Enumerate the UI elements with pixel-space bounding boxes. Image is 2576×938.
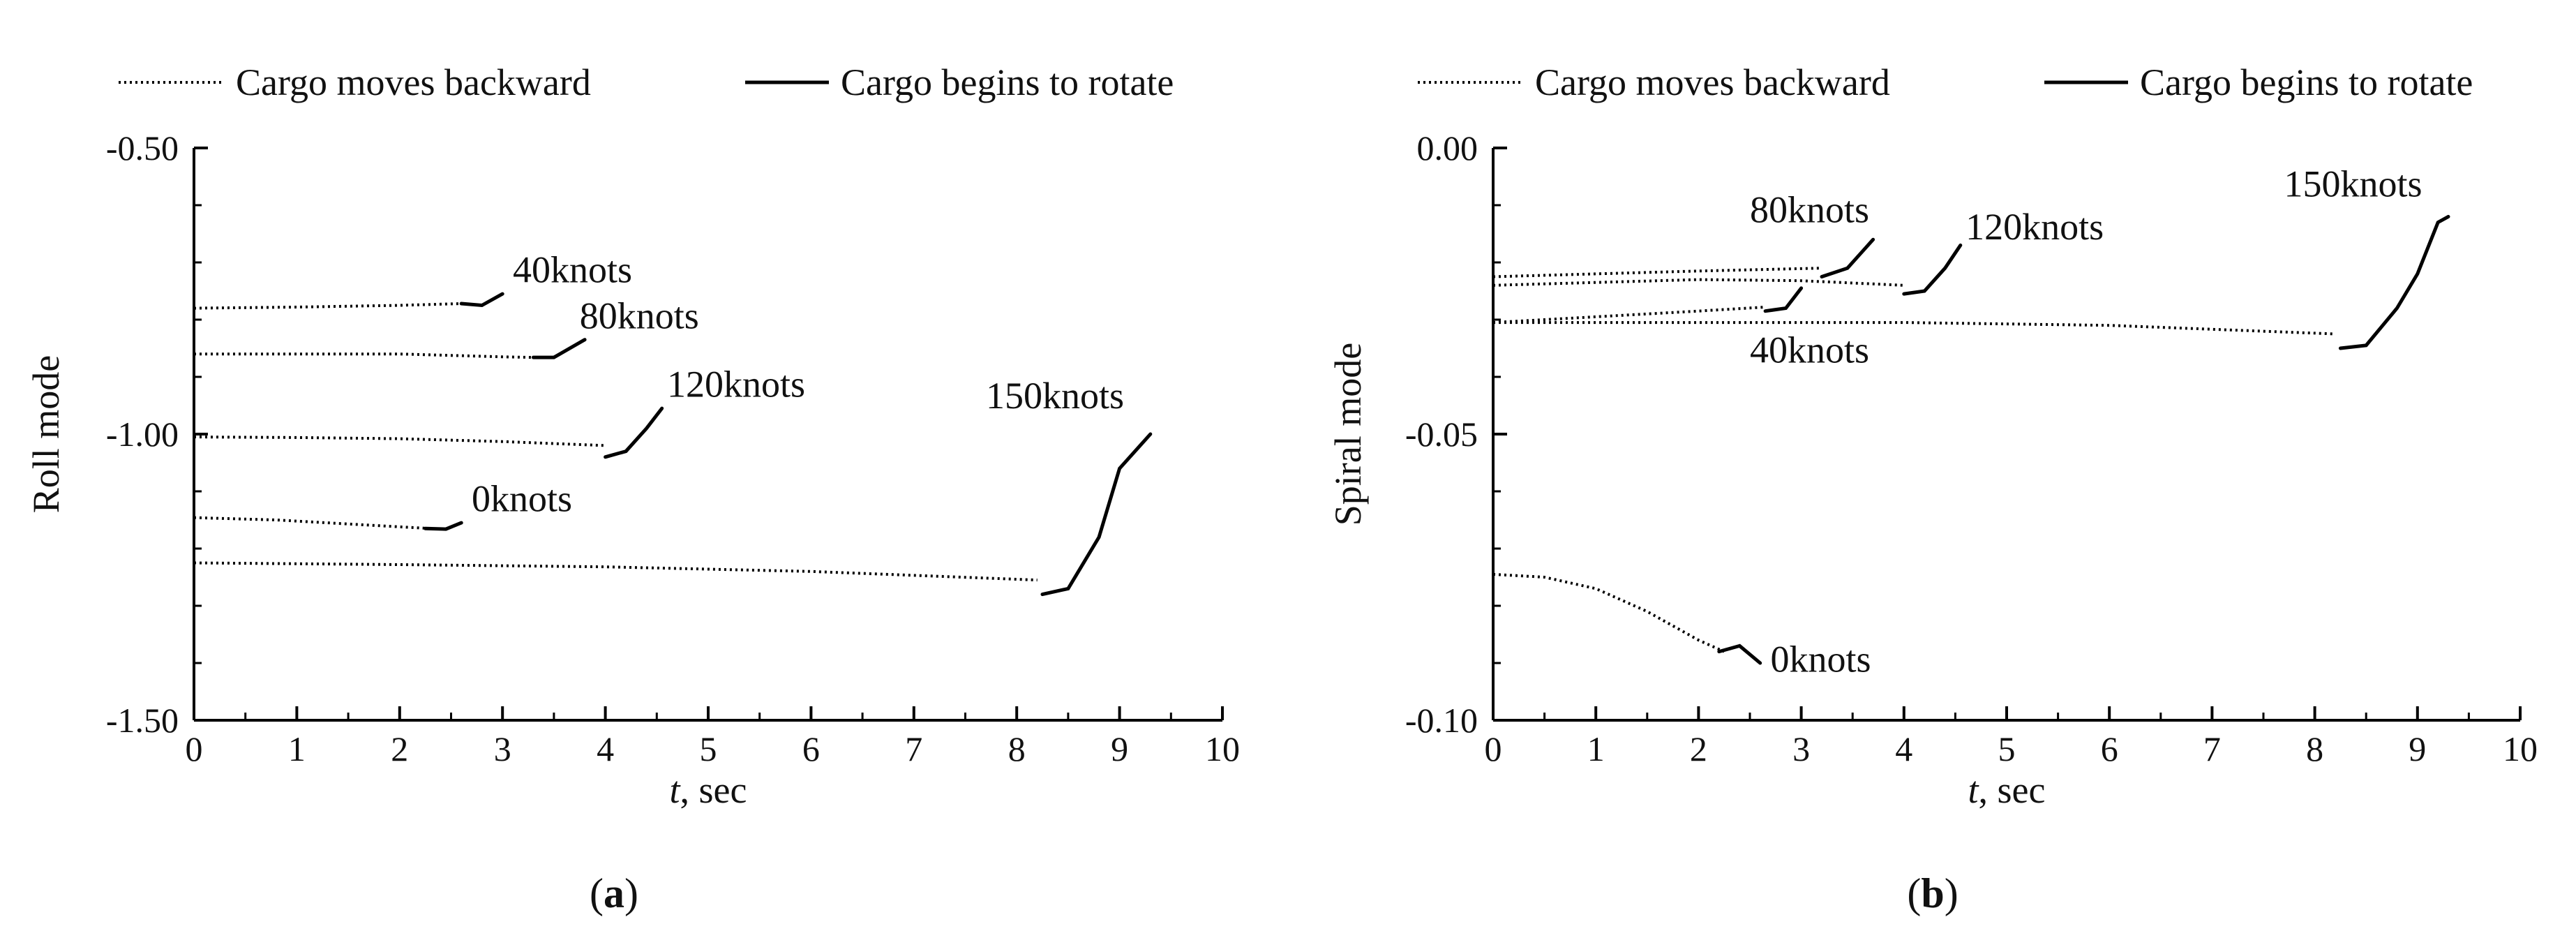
x-tick-label: 8 <box>1008 729 1026 768</box>
series-0knots-backward <box>1492 572 1725 653</box>
series-label-120knots: 120knots <box>667 364 805 405</box>
series-0knots-rotate <box>1717 643 1762 665</box>
y-axis-label: Spiral mode <box>1327 343 1369 526</box>
x-tick-label: 9 <box>1111 729 1128 768</box>
series-label-40knots: 40knots <box>513 249 632 291</box>
series-80knots-rotate <box>531 338 587 359</box>
series-120knots-backward <box>193 436 606 447</box>
series-150knots-backward <box>193 561 1038 582</box>
series-150knots-backward <box>1493 321 2336 336</box>
legend-label-rotate: Cargo begins to rotate <box>2140 61 2473 103</box>
x-tick-label: 0 <box>1485 729 1502 768</box>
x-tick-label: 6 <box>802 729 820 768</box>
y-tick-label: -0.05 <box>1405 415 1478 454</box>
legend-label-rotate: Cargo begins to rotate <box>841 61 1174 103</box>
series-label-80knots: 80knots <box>580 295 699 336</box>
x-tick-label: 2 <box>391 729 408 768</box>
y-tick-label: 0.00 <box>1417 128 1478 168</box>
panel-label: (a) <box>590 870 638 916</box>
series-150knots-rotate <box>2338 214 2450 350</box>
chart-panel-a: 0 1 2 3 4 5 6 7 8 9 10 -0.50 -1.00 -1.50 t, sec Roll mo… <box>25 61 1240 916</box>
x-tick-label: 7 <box>905 729 922 768</box>
series-40knots-backward <box>1492 306 1766 325</box>
x-tick-label: 4 <box>1895 729 1912 768</box>
series-0knots-backward <box>193 516 431 530</box>
series-label-80knots: 80knots <box>1750 189 1869 231</box>
x-tick-label: 4 <box>597 729 614 768</box>
series-80knots-backward <box>194 352 534 359</box>
y-axis-label: Roll mode <box>25 355 67 514</box>
x-axis-label: t, sec <box>670 769 747 811</box>
x-tick-label: 5 <box>1998 729 2016 768</box>
series-label-40knots: 40knots <box>1750 329 1869 371</box>
x-tick-label: 3 <box>494 729 511 768</box>
series-40knots-backward <box>193 302 462 310</box>
y-tick-label: -0.10 <box>1405 701 1478 740</box>
y-tick-label: -1.50 <box>106 701 179 740</box>
x-tick-label: 0 <box>186 729 203 768</box>
series-40knots-rotate <box>1763 286 1804 313</box>
chart-panel-b: 0 1 2 3 4 5 6 7 8 9 10 0.00 -0.05 -0.10 t, sec Spiral m… <box>1327 61 2538 916</box>
y-tick-label: -1.00 <box>106 415 179 454</box>
series-label-150knots: 150knots <box>986 375 1124 417</box>
series-120knots-rotate <box>1902 243 1963 296</box>
panel-label: (b) <box>1907 870 1958 916</box>
series-label-0knots: 0knots <box>472 478 572 520</box>
series-40knots-rotate <box>459 292 504 308</box>
series-80knots-rotate <box>1820 237 1875 278</box>
legend-label-backward: Cargo moves backward <box>236 61 591 103</box>
x-tick-label: 8 <box>2306 729 2323 768</box>
x-tick-label: 2 <box>1690 729 1707 768</box>
series-label-150knots: 150knots <box>2284 163 2422 205</box>
y-tick-label: -0.50 <box>106 128 179 168</box>
series-80knots-backward <box>1492 267 1822 278</box>
x-tick-label: 1 <box>1587 729 1605 768</box>
x-tick-label: 7 <box>2203 729 2221 768</box>
x-tick-label: 1 <box>288 729 306 768</box>
x-tick-label: 6 <box>2101 729 2118 768</box>
x-tick-label: 10 <box>1205 729 1240 768</box>
series-120knots-backward <box>1492 278 1904 287</box>
series-150knots-rotate <box>1040 432 1153 597</box>
x-tick-label: 9 <box>2409 729 2426 768</box>
x-tick-label: 5 <box>700 729 717 768</box>
series-120knots-rotate <box>604 406 664 459</box>
series-label-120knots: 120knots <box>1965 206 2104 248</box>
legend-label-backward: Cargo moves backward <box>1535 61 1890 103</box>
x-tick-label: 10 <box>2503 729 2538 768</box>
series-label-0knots: 0knots <box>1770 638 1871 680</box>
series-0knots-rotate <box>424 521 463 531</box>
x-axis-label: t, sec <box>1968 769 2046 811</box>
x-tick-label: 3 <box>1792 729 1810 768</box>
